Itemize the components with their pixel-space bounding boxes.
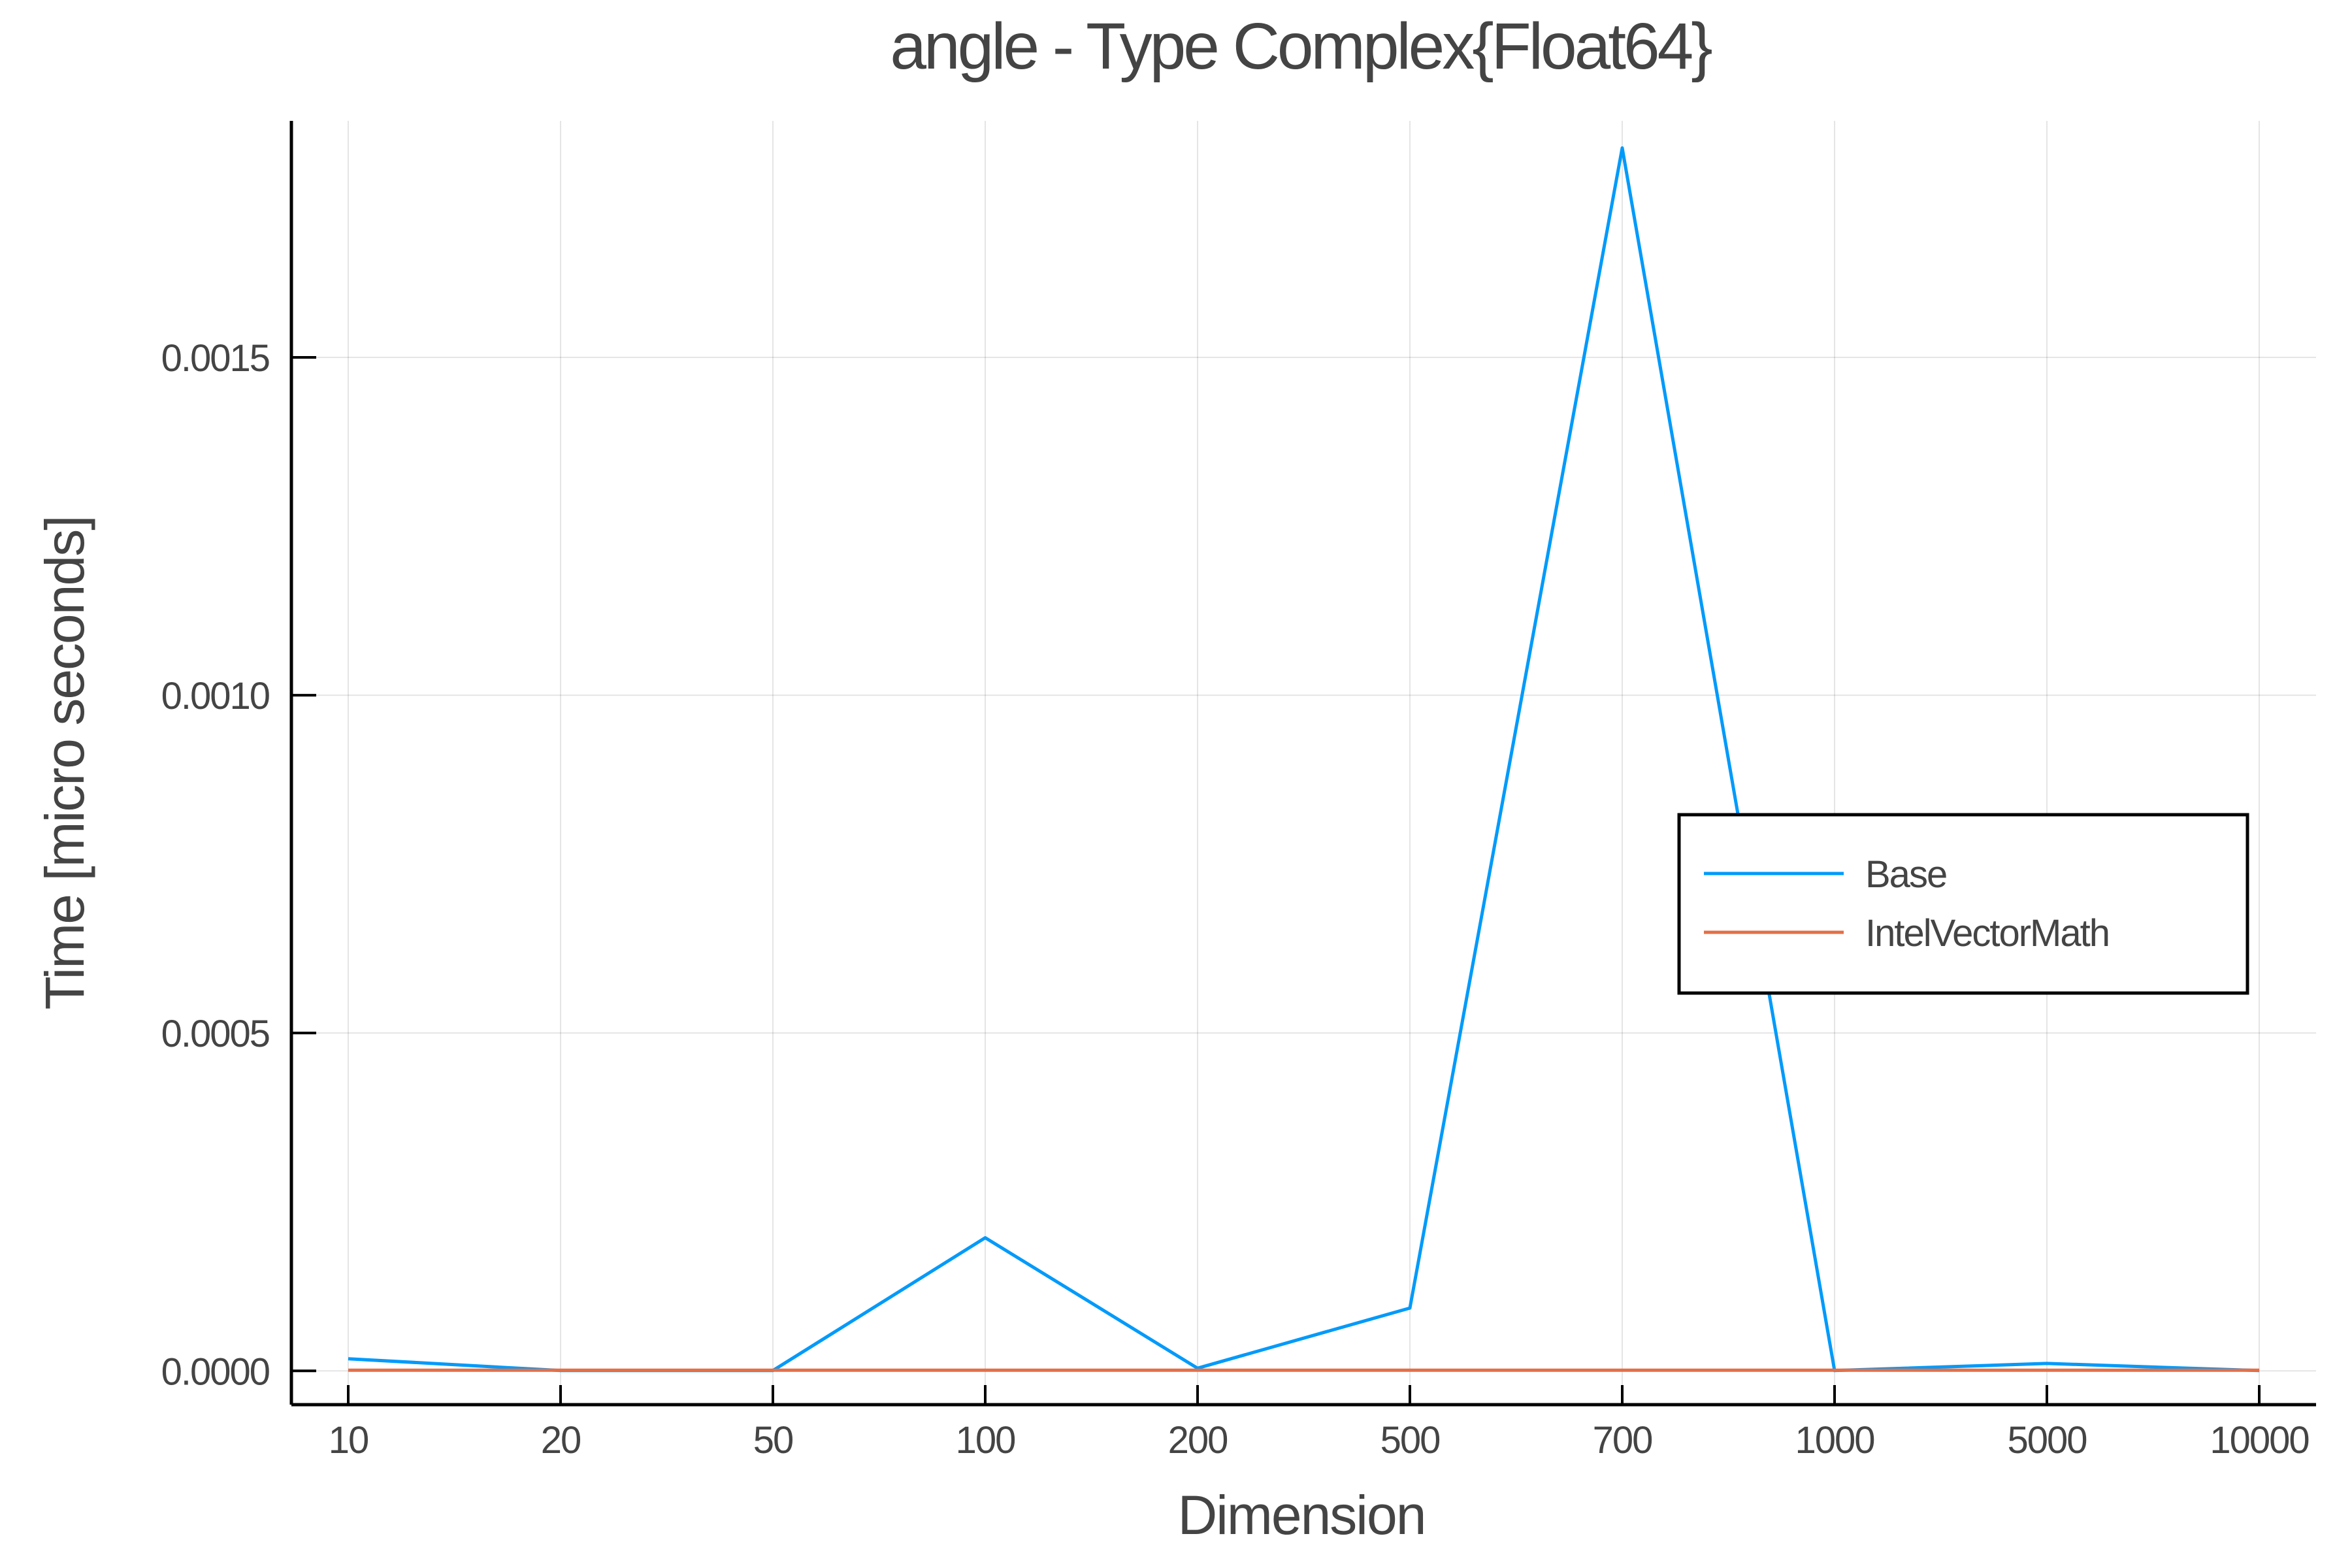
x-tick-label: 200 xyxy=(1168,1419,1228,1462)
x-tick-label: 20 xyxy=(541,1419,581,1462)
grid xyxy=(291,121,2316,1405)
legend-label-intelvectormath: IntelVectorMath xyxy=(1865,912,2109,955)
ticks: 10 20 50 100 200 500 700 1000 5000 10000 0.0000 0.0… xyxy=(161,337,2310,1462)
x-tick-label: 50 xyxy=(753,1419,793,1462)
y-tick-label: 0.0000 xyxy=(161,1350,269,1393)
x-tick-label: 5000 xyxy=(2007,1419,2086,1462)
y-tick-label: 0.0015 xyxy=(161,337,269,380)
x-tick-label: 100 xyxy=(956,1419,1015,1462)
chart-title: angle - Type Complex{Float64} xyxy=(890,10,1712,83)
y-axis-label: Time [micro seconds] xyxy=(34,516,95,1009)
legend: Base IntelVectorMath xyxy=(1677,813,2249,995)
x-tick-label: 500 xyxy=(1380,1419,1440,1462)
legend-box xyxy=(1677,813,2249,995)
y-tick-label: 0.0010 xyxy=(161,675,269,717)
series-line-base xyxy=(348,146,2260,1373)
x-axis-label: Dimension xyxy=(1178,1484,1426,1546)
x-tick-label: 10000 xyxy=(2210,1419,2308,1462)
x-tick-label: 700 xyxy=(1593,1419,1652,1462)
x-tick-label: 1000 xyxy=(1795,1419,1874,1462)
y-tick-label: 0.0005 xyxy=(161,1013,269,1055)
series-layer xyxy=(348,146,2260,1373)
x-tick-label: 10 xyxy=(329,1419,368,1462)
legend-label-base: Base xyxy=(1865,853,1946,896)
